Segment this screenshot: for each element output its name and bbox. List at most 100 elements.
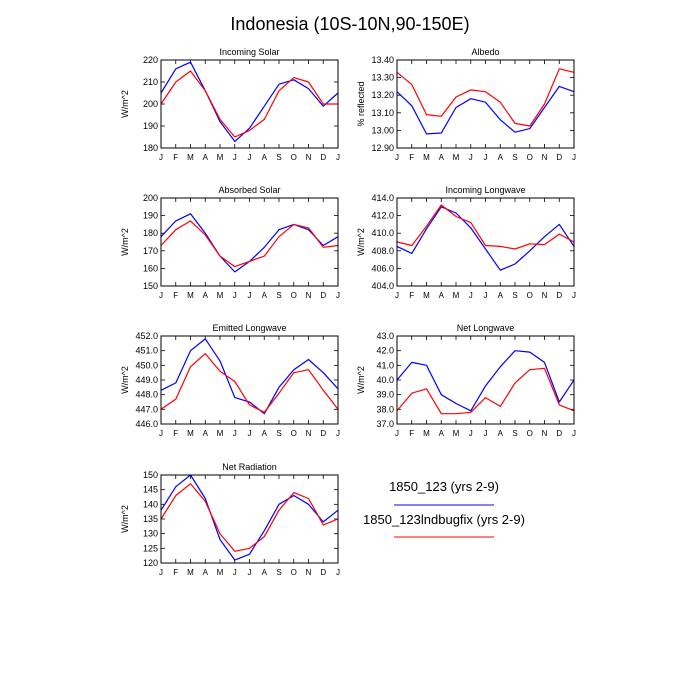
panel-5-ytick-label: 452.0 [135, 331, 158, 341]
panel-2-xtick-label: J [572, 153, 576, 162]
panel-4-xtick-label: J [572, 291, 576, 300]
panel-7-xtick-label: N [306, 568, 312, 577]
panel-2-xtick-label: D [556, 153, 562, 162]
panel-2-ytick-label: 13.00 [371, 125, 394, 135]
panel-1-xtick-label: M [217, 153, 224, 162]
panel-7-ytick-label: 120 [143, 558, 158, 568]
panel-5-xtick-label: J [233, 429, 237, 438]
figure-title: Indonesia (10S-10N,90-150E) [230, 14, 469, 34]
panel-4-xtick-label: N [542, 291, 548, 300]
panel-4-ytick-label: 404.0 [371, 281, 394, 291]
panel-1-xtick-label: M [187, 153, 194, 162]
panel-4: Incoming Longwave W/m^2 404.0 406.0 408.0 410… [356, 185, 576, 300]
panel-7-ytick-label: 130 [143, 529, 158, 539]
panel-4-xtick-label: M [453, 291, 460, 300]
panel-6-xtick-label: J [469, 429, 473, 438]
panel-6-xtick-label: O [527, 429, 533, 438]
panel-2-ytick-label: 13.10 [371, 108, 394, 118]
panel-3-xtick-label: J [233, 291, 237, 300]
panel-1-ylabel: W/m^2 [120, 90, 130, 118]
panel-5-xtick-label: M [217, 429, 224, 438]
panel-2-title: Albedo [471, 47, 499, 57]
panel-7-xtick-label: M [217, 568, 224, 577]
panel-4-series-1-line [396, 206, 575, 271]
panel-1-frame [160, 59, 339, 149]
panel-7-series-2-line [160, 483, 339, 552]
panel-6-ytick-label: 37.0 [376, 419, 394, 429]
panel-2-series-1-line [396, 85, 575, 135]
panel-7-xtick-label: M [187, 568, 194, 577]
panel-7-xtick-label: S [276, 568, 281, 577]
panel-3-ytick-label: 150 [143, 281, 158, 291]
panel-2-xtick-label: J [469, 153, 473, 162]
panel-5-ytick-label: 451.0 [135, 346, 158, 356]
panel-7-xtick-label: J [336, 568, 340, 577]
panel-4-ytick-label: 406.0 [371, 263, 394, 273]
panel-5-ytick-label: 450.0 [135, 360, 158, 370]
panel-6-ytick-label: 43.0 [376, 331, 394, 341]
panel-3-xtick-label: N [306, 291, 312, 300]
panel-7-xtick-label: A [203, 568, 209, 577]
panel-1-ytick-label: 220 [143, 55, 158, 65]
panel-6-xtick-label: S [512, 429, 517, 438]
panel-4-xtick-label: M [423, 291, 430, 300]
panel-3-xtick-label: S [276, 291, 281, 300]
legend: 1850_123 (yrs 2-9) 1850_123lndbugfix (yr… [363, 479, 525, 538]
panel-6-ytick-label: 39.0 [376, 390, 394, 400]
panel-2-xtick-label: S [512, 153, 517, 162]
panel-1-ytick-label: 190 [143, 121, 158, 131]
panel-2-xtick-label: O [527, 153, 533, 162]
panel-5-ytick-label: 448.0 [135, 390, 158, 400]
panel-3-ylabel: W/m^2 [120, 228, 130, 256]
panel-4-xtick-label: S [512, 291, 517, 300]
panel-1-xtick-label: J [248, 153, 252, 162]
panel-1-xtick-label: A [203, 153, 209, 162]
panel-6: Net Longwave W/m^2 37.0 38.0 39.0 40.0 41.0 42.… [356, 323, 576, 438]
panel-6-series-1-line [396, 350, 575, 412]
panel-3-xtick-label: A [203, 291, 209, 300]
panel-5-xtick-label: A [262, 429, 268, 438]
panel-4-xtick-label: J [484, 291, 488, 300]
panel-1-xtick-label: S [276, 153, 281, 162]
panel-2-ytick-label: 12.90 [371, 143, 394, 153]
panel-5-title: Emitted Longwave [212, 323, 286, 333]
panel-7-frame [160, 474, 339, 564]
panel-2-xtick-label: A [498, 153, 504, 162]
panel-5-ytick-label: 447.0 [135, 404, 158, 414]
panel-7: Net Radiation W/m^2 120 125 130 135 140 145 150 J… [120, 462, 340, 577]
panel-3-ytick-label: 170 [143, 246, 158, 256]
panel-2-xtick-label: F [409, 153, 414, 162]
panel-1-xtick-label: O [291, 153, 297, 162]
panel-5-xtick-label: O [291, 429, 297, 438]
panel-6-frame [396, 335, 575, 425]
panel-3-xtick-label: O [291, 291, 297, 300]
panel-6-ytick-label: 41.0 [376, 360, 394, 370]
panel-1-xtick-label: N [306, 153, 312, 162]
panel-6-ytick-label: 38.0 [376, 404, 394, 414]
panel-5-ytick-label: 449.0 [135, 375, 158, 385]
panel-1-ytick-label: 210 [143, 77, 158, 87]
panel-7-xtick-label: O [291, 568, 297, 577]
panel-2-xtick-label: M [453, 153, 460, 162]
legend-label-series-1: 1850_123 (yrs 2-9) [389, 479, 499, 494]
panel-7-ytick-label: 135 [143, 514, 158, 524]
panel-2-xtick-label: A [439, 153, 445, 162]
panel-6-xtick-label: J [484, 429, 488, 438]
panel-7-xtick-label: J [248, 568, 252, 577]
panel-5-xtick-label: J [159, 429, 163, 438]
panel-3-xtick-label: J [159, 291, 163, 300]
panel-3-frame [160, 197, 339, 287]
panel-1-title: Incoming Solar [219, 47, 279, 57]
panel-5-xtick-label: J [248, 429, 252, 438]
panel-1-ytick-label: 200 [143, 99, 158, 109]
panel-5-xtick-label: S [276, 429, 281, 438]
panel-6-xtick-label: D [556, 429, 562, 438]
panel-4-ylabel: W/m^2 [356, 228, 366, 256]
panel-2-xtick-label: J [484, 153, 488, 162]
panel-7-xtick-label: A [262, 568, 268, 577]
panel-7-ytick-label: 140 [143, 499, 158, 509]
panel-3-ytick-label: 160 [143, 263, 158, 273]
